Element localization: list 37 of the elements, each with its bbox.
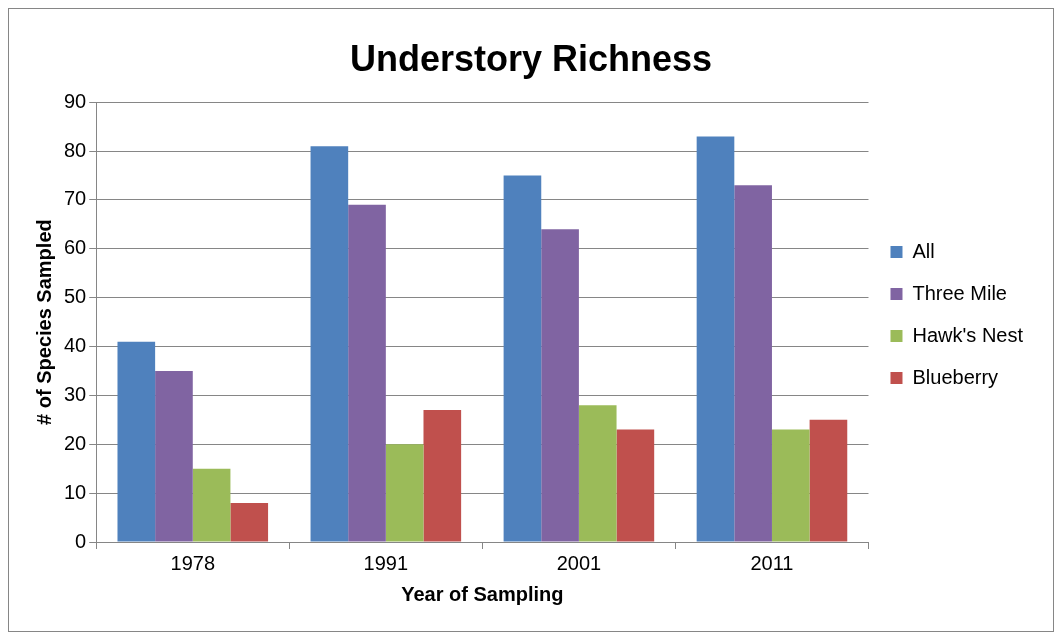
bar <box>155 370 193 542</box>
y-tick-label: 80 <box>64 138 87 161</box>
bar <box>423 410 462 542</box>
bar <box>734 185 772 542</box>
bar <box>385 444 424 542</box>
x-tick-label: 2001 <box>556 551 602 574</box>
legend-label: Hawk's Nest <box>912 323 1024 346</box>
bar <box>192 468 231 542</box>
y-tick-label: 10 <box>64 480 87 503</box>
y-tick-label: 50 <box>64 285 87 308</box>
y-tick-label: 40 <box>64 334 87 357</box>
bar <box>230 502 269 542</box>
bar <box>117 341 156 542</box>
legend-label: Three Mile <box>912 281 1007 304</box>
legend-label: Blueberry <box>912 365 999 388</box>
bar <box>616 429 655 542</box>
y-axis-title: # of Species Sampled <box>32 219 55 425</box>
bar <box>348 204 386 542</box>
bar <box>578 405 617 542</box>
y-tick-label: 30 <box>64 382 87 405</box>
bar <box>809 419 848 542</box>
bar <box>310 146 349 542</box>
y-tick-label: 0 <box>75 529 87 552</box>
y-tick-label: 90 <box>64 89 87 112</box>
x-tick-label: 2011 <box>750 551 794 574</box>
y-tick-label: 60 <box>64 236 87 259</box>
chart-title: Understory Richness <box>349 37 713 79</box>
bar <box>503 175 542 542</box>
x-axis-title: Year of Sampling <box>401 582 564 605</box>
x-tick-label: 1978 <box>170 551 216 574</box>
x-tick-label: 1991 <box>363 551 409 574</box>
y-tick-label: 20 <box>64 431 87 454</box>
bar <box>771 429 810 542</box>
bar <box>541 229 579 542</box>
legend-label: All <box>912 239 935 262</box>
bar <box>696 136 735 542</box>
y-tick-label: 70 <box>64 187 87 210</box>
